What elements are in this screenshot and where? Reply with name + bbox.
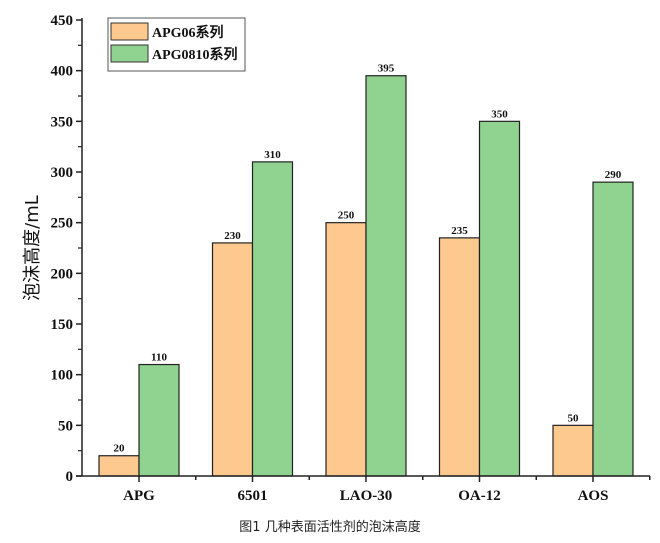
bar-AOS-0 bbox=[552, 424, 594, 477]
bar-LAO-30-0 bbox=[325, 222, 367, 477]
bar-6501-0 bbox=[211, 242, 254, 477]
bar-APG-0 bbox=[98, 455, 140, 477]
legend-swatch bbox=[110, 22, 149, 41]
legend-label: APG06系列 bbox=[152, 24, 224, 41]
bar-6501-1 bbox=[251, 161, 294, 477]
x-tick-label: LAO-30 bbox=[340, 488, 393, 504]
y-tick-label: 200 bbox=[51, 266, 74, 282]
bar-LAO-30-1 bbox=[365, 75, 407, 477]
x-tick-label: 6501 bbox=[238, 488, 268, 504]
data-label: 230 bbox=[224, 230, 241, 242]
bar-APG-1 bbox=[138, 363, 180, 477]
y-tick-label: 250 bbox=[51, 216, 74, 232]
x-tick-label: APG bbox=[123, 488, 155, 504]
legend-label: APG0810系列 bbox=[152, 46, 238, 63]
data-label: 235 bbox=[451, 225, 468, 237]
bar-OA-12-1 bbox=[478, 120, 521, 477]
bar-AOS-1 bbox=[592, 181, 634, 477]
data-label: 20 bbox=[114, 443, 126, 455]
y-tick-label: 400 bbox=[51, 64, 74, 80]
figure-caption: 图1 几种表面活性剂的泡沫高度 bbox=[239, 520, 421, 535]
legend-swatch bbox=[110, 44, 149, 63]
data-label: 110 bbox=[151, 352, 167, 364]
data-label: 290 bbox=[605, 169, 622, 181]
data-label: 310 bbox=[264, 149, 281, 161]
y-tick-label: 450 bbox=[51, 13, 74, 29]
y-tick-label: 300 bbox=[51, 165, 74, 181]
y-tick-label: 150 bbox=[51, 317, 74, 333]
x-tick-label: AOS bbox=[578, 488, 609, 504]
data-label: 250 bbox=[338, 210, 355, 222]
data-label: 350 bbox=[491, 108, 508, 120]
y-tick-label: 50 bbox=[58, 418, 73, 434]
data-label: 50 bbox=[568, 412, 580, 424]
bar-OA-12-0 bbox=[438, 237, 481, 477]
y-axis-label: 泡沫高度/mL bbox=[22, 195, 43, 301]
y-tick-label: 350 bbox=[51, 114, 74, 130]
data-label: 395 bbox=[378, 63, 395, 75]
y-tick-label: 100 bbox=[51, 368, 74, 384]
y-tick-label: 0 bbox=[66, 469, 74, 485]
x-tick-label: OA-12 bbox=[458, 488, 501, 504]
